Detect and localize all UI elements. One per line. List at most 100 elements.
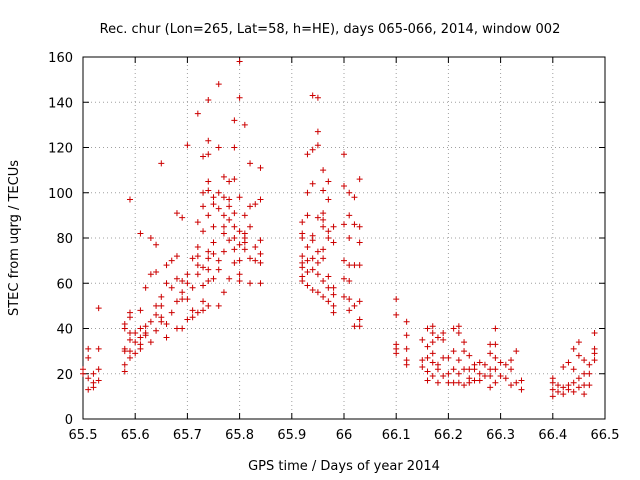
data-point (346, 262, 353, 269)
data-point (147, 339, 154, 346)
data-point (85, 354, 92, 361)
y-tick-label: 60 (56, 277, 73, 292)
data-point (455, 357, 462, 364)
data-point (476, 370, 483, 377)
data-point (549, 386, 556, 393)
data-point (341, 182, 347, 189)
data-point (137, 325, 144, 332)
data-point (513, 348, 520, 355)
data-point (450, 366, 457, 373)
data-point (424, 368, 431, 375)
data-point (168, 284, 175, 291)
data-point (179, 325, 186, 332)
data-point (487, 373, 494, 380)
data-point (205, 277, 212, 284)
data-point (461, 366, 468, 373)
data-point (205, 302, 212, 309)
data-point (304, 257, 311, 264)
data-point (575, 339, 582, 346)
data-point (445, 379, 452, 386)
data-point (215, 81, 222, 88)
data-point (189, 284, 196, 291)
data-point (121, 325, 128, 332)
data-point (226, 216, 233, 223)
data-point (565, 386, 572, 393)
data-point (419, 336, 426, 343)
data-point (440, 330, 447, 337)
data-point (346, 189, 353, 196)
data-point (466, 352, 473, 359)
data-point (194, 262, 201, 269)
data-point (492, 366, 499, 373)
data-point (231, 176, 238, 183)
data-point (466, 379, 473, 386)
data-point (194, 271, 201, 278)
data-point (121, 368, 128, 375)
data-point (184, 316, 191, 323)
data-point (173, 275, 180, 282)
data-point (419, 357, 426, 364)
data-point (393, 311, 400, 318)
data-point (257, 164, 264, 171)
data-point (330, 223, 337, 230)
x-tick-label: 65.6 (121, 428, 150, 443)
data-points (80, 58, 598, 400)
data-point (440, 373, 447, 380)
data-point (184, 142, 191, 149)
data-point (257, 280, 264, 287)
data-point (236, 241, 243, 248)
data-point (121, 361, 128, 368)
data-point (231, 210, 238, 217)
data-point (429, 323, 436, 330)
data-point (393, 296, 400, 303)
data-point (226, 275, 233, 282)
data-point (158, 160, 165, 167)
x-axis: 65.5 65.6 65.7 65.8 65.9 66 66.1 66.2 66.3 66.4 66… (69, 57, 619, 443)
data-point (330, 284, 337, 291)
data-point (325, 178, 332, 185)
data-point (424, 325, 431, 332)
data-point (434, 366, 441, 373)
data-point (252, 244, 259, 251)
data-point (80, 370, 86, 377)
data-point (200, 298, 207, 305)
data-point (346, 296, 353, 303)
data-point (173, 253, 180, 260)
data-point (330, 239, 337, 246)
data-point (215, 257, 222, 264)
data-point (215, 144, 222, 151)
data-point (126, 196, 133, 203)
data-point (581, 382, 588, 389)
data-point (194, 110, 201, 117)
data-point (215, 189, 222, 196)
data-point (591, 330, 598, 337)
data-point (168, 257, 175, 264)
data-point (231, 246, 238, 253)
data-point (184, 296, 191, 303)
data-point (351, 221, 358, 228)
data-point (247, 223, 254, 230)
data-point (226, 196, 233, 203)
data-point (502, 361, 509, 368)
data-point (236, 277, 243, 284)
data-point (231, 235, 238, 241)
data-point (356, 298, 363, 305)
y-tick-label: 80 (56, 232, 73, 247)
data-point (189, 255, 196, 262)
data-point (205, 212, 212, 219)
data-point (247, 255, 254, 262)
data-point (126, 314, 133, 321)
data-point (341, 151, 347, 158)
data-point (508, 382, 515, 389)
data-point (153, 302, 160, 309)
data-point (325, 235, 332, 241)
data-point (455, 323, 462, 330)
data-point (241, 246, 248, 253)
data-point (549, 393, 556, 400)
data-point (586, 361, 593, 368)
data-point (330, 309, 337, 316)
data-point (210, 223, 217, 230)
data-point (304, 151, 311, 158)
data-point (346, 212, 353, 219)
data-point (424, 343, 431, 350)
